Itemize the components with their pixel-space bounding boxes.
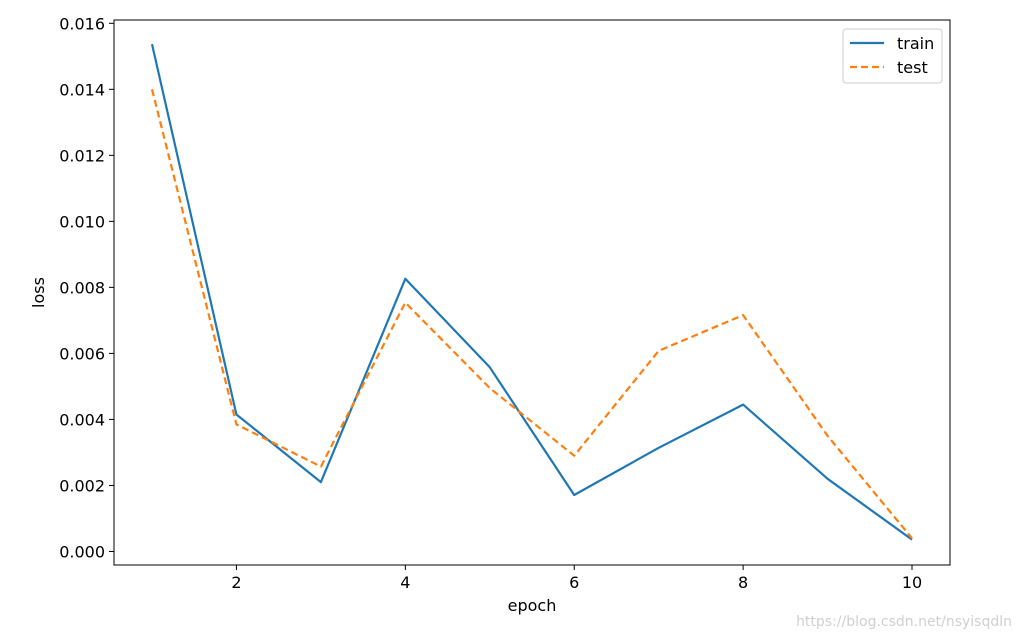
y-tick-label: 0.014: [59, 80, 105, 99]
y-tick-label: 0.008: [59, 278, 105, 297]
series-line-train: [150, 43, 913, 541]
y-tick-label: 0.006: [59, 344, 105, 363]
plot-area-frame: [113, 19, 951, 566]
ticks-layer: 2 4 6 8 10 0.000 0.002 0.004 0.006 0.008 0.010 0.01…: [59, 14, 922, 592]
series-layer: [150, 43, 913, 541]
y-axis-label: loss: [29, 277, 48, 308]
y-tick-label: 0.016: [59, 14, 105, 33]
y-tick-label: 0.004: [59, 410, 105, 429]
legend: train test: [842, 28, 943, 84]
x-tick-label: 8: [738, 573, 748, 592]
legend-label-test: test: [897, 58, 928, 77]
series-line-test: [150, 89, 913, 539]
y-tick-label: 0.010: [59, 212, 105, 231]
x-tick-label: 10: [902, 573, 922, 592]
x-tick-label: 6: [569, 573, 579, 592]
y-tick-label: 0.000: [59, 542, 105, 561]
x-tick-label: 4: [400, 573, 410, 592]
legend-label-train: train: [897, 34, 934, 53]
watermark-text: https://blog.csdn.net/nsyisqdln: [796, 614, 1012, 630]
x-tick-label: 2: [231, 573, 241, 592]
y-tick-label: 0.012: [59, 146, 105, 165]
y-tick-label: 0.002: [59, 476, 105, 495]
x-axis-label: epoch: [508, 596, 557, 615]
